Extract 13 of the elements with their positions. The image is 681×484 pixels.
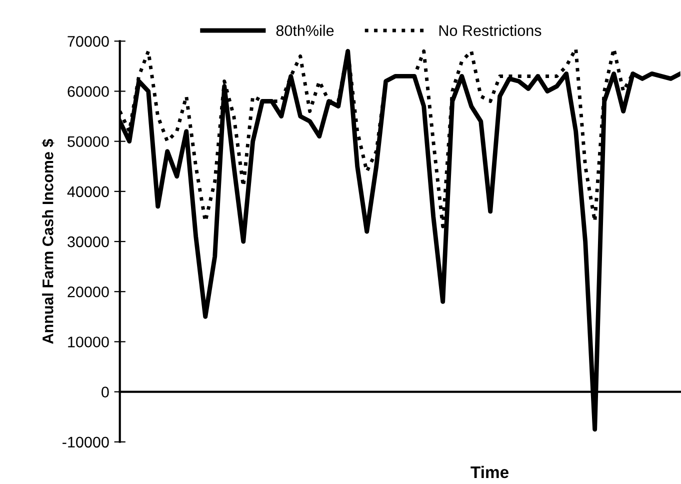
y-tick-label: 20000 bbox=[68, 286, 109, 298]
y-tick-label: 0 bbox=[102, 386, 109, 398]
y-axis-title: Annual Farm Cash Income $ bbox=[42, 139, 54, 344]
y-tick-label: 30000 bbox=[68, 236, 109, 248]
y-tick-label: 50000 bbox=[68, 136, 109, 148]
y-tick-label: -10000 bbox=[62, 436, 109, 448]
y-tick-label: 10000 bbox=[68, 336, 109, 348]
legend-label: No Restrictions bbox=[439, 24, 542, 36]
y-tick-label: 70000 bbox=[68, 36, 109, 47]
y-tick-label: 60000 bbox=[68, 86, 109, 97]
legend-label: 80th%ile bbox=[276, 24, 334, 36]
y-tick-label: 40000 bbox=[67, 186, 109, 198]
x-axis-title: Time bbox=[470, 466, 508, 478]
